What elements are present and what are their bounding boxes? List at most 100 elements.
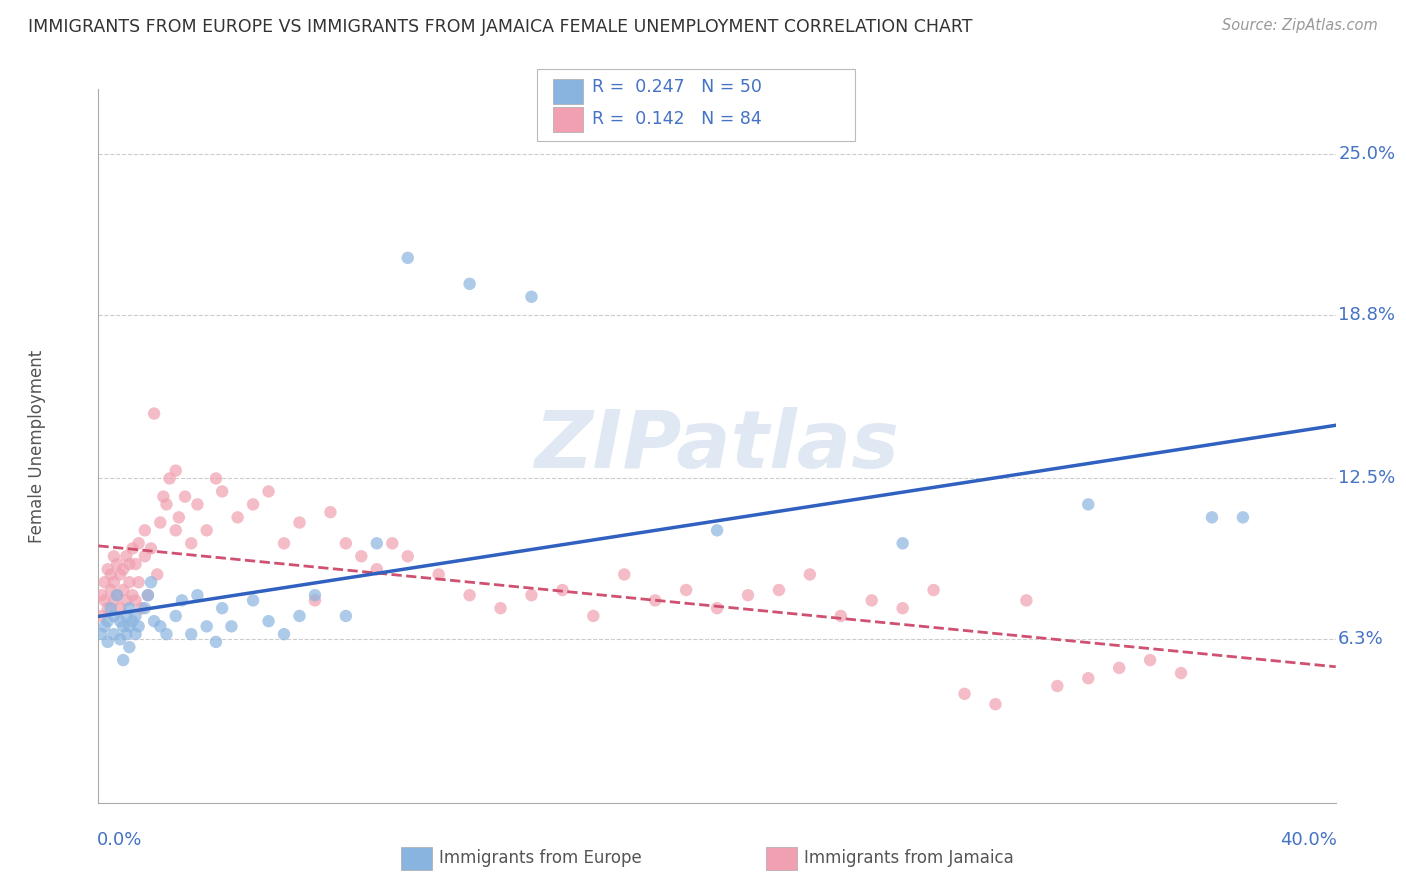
Point <box>103 609 125 624</box>
Point <box>100 567 122 582</box>
Text: 0.0%: 0.0% <box>97 831 142 849</box>
Point <box>134 524 156 538</box>
Point <box>136 588 159 602</box>
Point <box>458 277 481 291</box>
Text: 12.5%: 12.5% <box>1339 469 1395 487</box>
Point <box>124 557 146 571</box>
Point <box>143 614 166 628</box>
Point <box>458 588 481 602</box>
Point <box>257 614 280 628</box>
Point <box>1015 593 1038 607</box>
Point <box>304 588 326 602</box>
Text: IMMIGRANTS FROM EUROPE VS IMMIGRANTS FROM JAMAICA FEMALE UNEMPLOYMENT CORRELATIO: IMMIGRANTS FROM EUROPE VS IMMIGRANTS FRO… <box>28 18 973 36</box>
Point <box>180 536 202 550</box>
Text: 40.0%: 40.0% <box>1279 831 1337 849</box>
Point <box>186 588 208 602</box>
Point <box>90 627 112 641</box>
Point <box>180 627 202 641</box>
Point <box>288 609 311 624</box>
Text: 18.8%: 18.8% <box>1339 306 1395 324</box>
Point <box>205 635 228 649</box>
Point <box>128 536 150 550</box>
Point <box>136 588 159 602</box>
Point <box>242 593 264 607</box>
Point <box>288 516 311 530</box>
Point <box>93 593 115 607</box>
Point <box>273 627 295 641</box>
Point <box>489 601 512 615</box>
Point <box>90 588 112 602</box>
Point <box>149 619 172 633</box>
Point <box>118 575 141 590</box>
Point <box>103 593 125 607</box>
Point <box>93 575 115 590</box>
Point <box>1201 510 1223 524</box>
Point <box>124 627 146 641</box>
Text: 25.0%: 25.0% <box>1339 145 1395 163</box>
Point <box>304 593 326 607</box>
Point <box>159 471 181 485</box>
Point <box>149 516 172 530</box>
Point <box>112 582 135 597</box>
Point <box>242 497 264 511</box>
Point <box>118 640 141 654</box>
Point <box>830 609 852 624</box>
Point <box>551 582 574 597</box>
Point <box>170 593 193 607</box>
Point <box>1077 497 1099 511</box>
Point <box>174 490 197 504</box>
Point <box>520 290 543 304</box>
Point <box>128 575 150 590</box>
Point <box>97 635 120 649</box>
Point <box>221 619 243 633</box>
Point <box>860 593 883 607</box>
Point <box>165 524 187 538</box>
Point <box>115 609 138 624</box>
Point <box>644 593 666 607</box>
Point <box>97 614 120 628</box>
Point <box>121 588 143 602</box>
Point <box>706 524 728 538</box>
Point <box>131 601 153 615</box>
Point <box>97 562 120 576</box>
Point <box>427 567 450 582</box>
Point <box>1077 671 1099 685</box>
Point <box>520 588 543 602</box>
Text: R =  0.247   N = 50: R = 0.247 N = 50 <box>592 78 762 96</box>
Point <box>205 471 228 485</box>
Text: ZIPatlas: ZIPatlas <box>534 407 900 485</box>
Point <box>396 251 419 265</box>
Point <box>211 484 233 499</box>
Point <box>195 524 218 538</box>
Point <box>1170 666 1192 681</box>
Point <box>706 601 728 615</box>
Point <box>984 697 1007 711</box>
Point <box>799 567 821 582</box>
Point <box>350 549 373 564</box>
Point <box>112 562 135 576</box>
Point <box>335 609 357 624</box>
Text: Immigrants from Europe: Immigrants from Europe <box>439 849 641 867</box>
Point <box>134 601 156 615</box>
Point <box>319 505 342 519</box>
Point <box>381 536 404 550</box>
Point <box>1046 679 1069 693</box>
Point <box>139 541 162 556</box>
Point <box>165 464 187 478</box>
Point <box>613 567 636 582</box>
Text: Female Unemployment: Female Unemployment <box>28 350 45 542</box>
Point <box>953 687 976 701</box>
Point <box>90 609 112 624</box>
Point <box>146 567 169 582</box>
Point <box>112 619 135 633</box>
Point <box>134 549 156 564</box>
Point <box>105 557 128 571</box>
Point <box>103 575 125 590</box>
Point <box>103 549 125 564</box>
Point <box>121 541 143 556</box>
Point <box>891 601 914 615</box>
Point <box>335 536 357 550</box>
Point <box>97 601 120 615</box>
Point <box>100 582 122 597</box>
Point <box>108 614 131 628</box>
